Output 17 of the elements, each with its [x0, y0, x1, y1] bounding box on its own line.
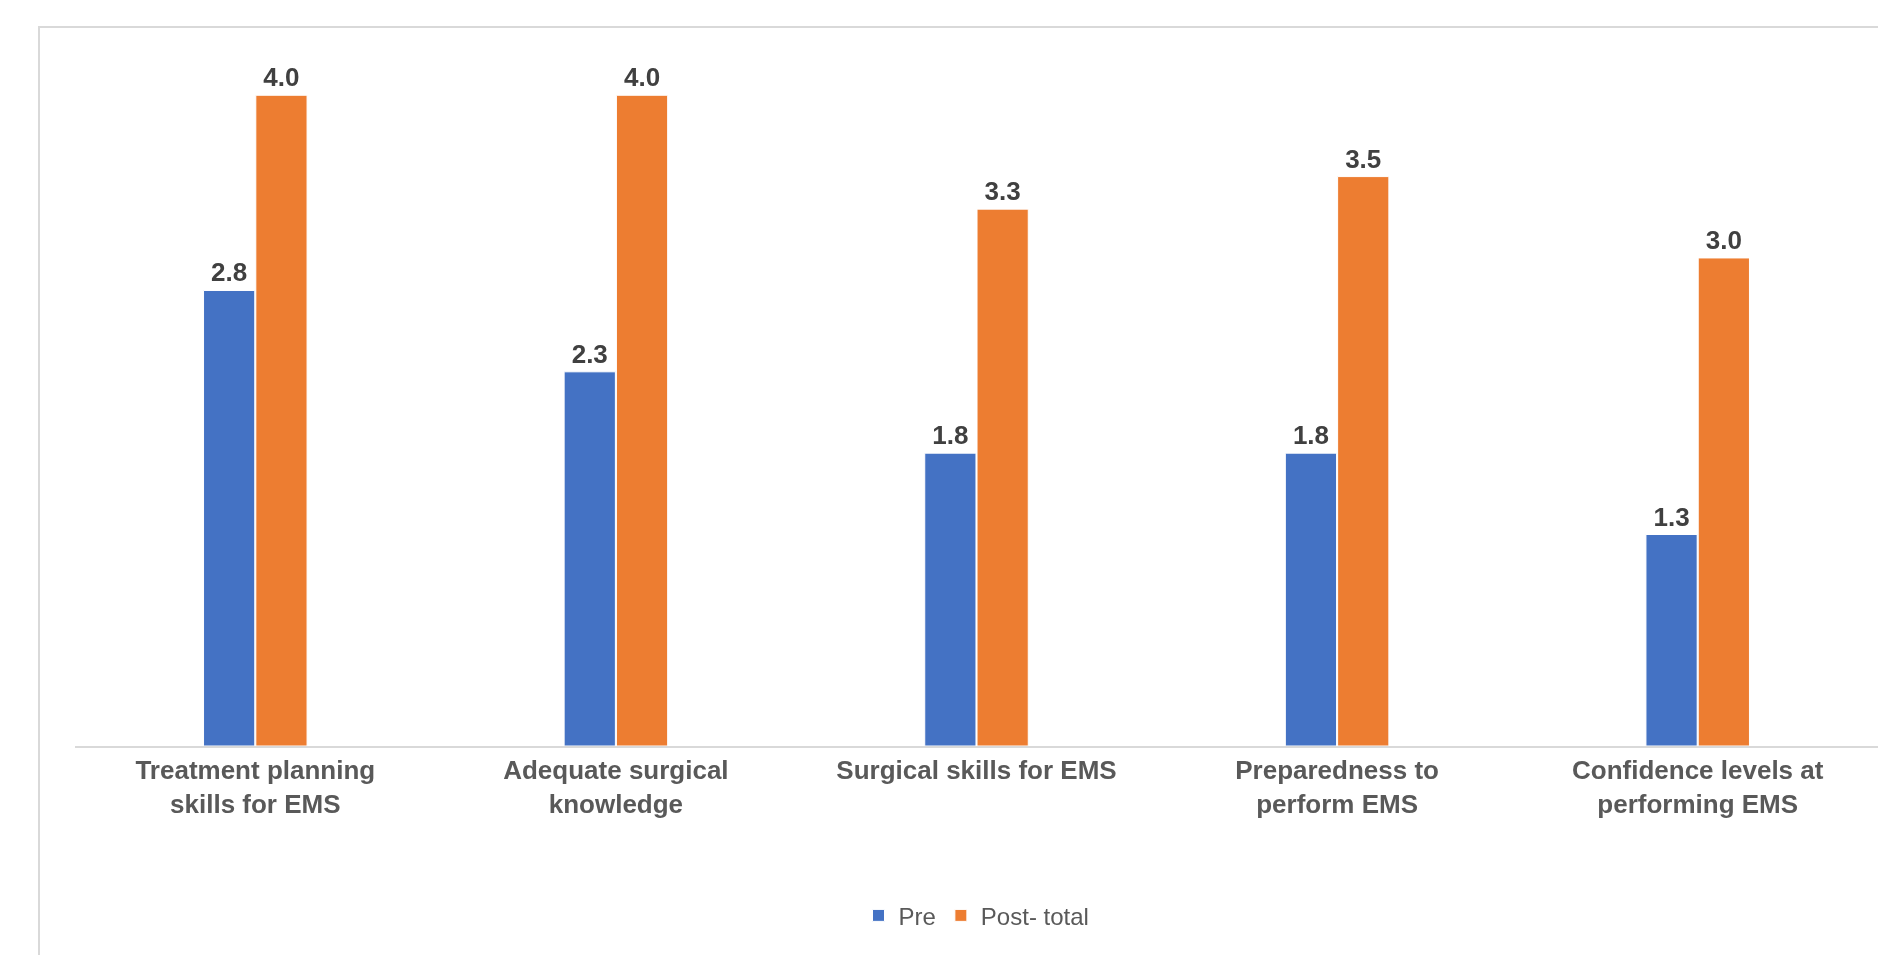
data-label: 1.8 — [1292, 420, 1330, 451]
data-label: 3.0 — [1705, 224, 1742, 255]
x-tick-label: Surgical skills for EMS — [836, 755, 1117, 786]
data-label: 4.0 — [623, 62, 661, 93]
legend-label: Post- total — [980, 902, 1089, 930]
data-label: 1.8 — [932, 420, 969, 451]
data-label: 3.3 — [984, 176, 1021, 207]
data-label: 1.3 — [1653, 501, 1690, 532]
data-label: 2.8 — [211, 257, 248, 288]
legend-label: Pre — [898, 902, 936, 930]
data-label: 2.3 — [571, 338, 608, 369]
x-tick-label: Confidence levels at performing EMS — [1571, 755, 1824, 819]
x-tick-label: Preparedness to perform EMS — [1235, 755, 1439, 819]
x-tick-label: Treatment planning skills for EMS — [135, 755, 376, 819]
data-label: 3.5 — [1345, 143, 1382, 174]
x-tick-label: Adequate surgical knowledge — [503, 755, 729, 819]
data-label: 4.0 — [263, 62, 300, 93]
